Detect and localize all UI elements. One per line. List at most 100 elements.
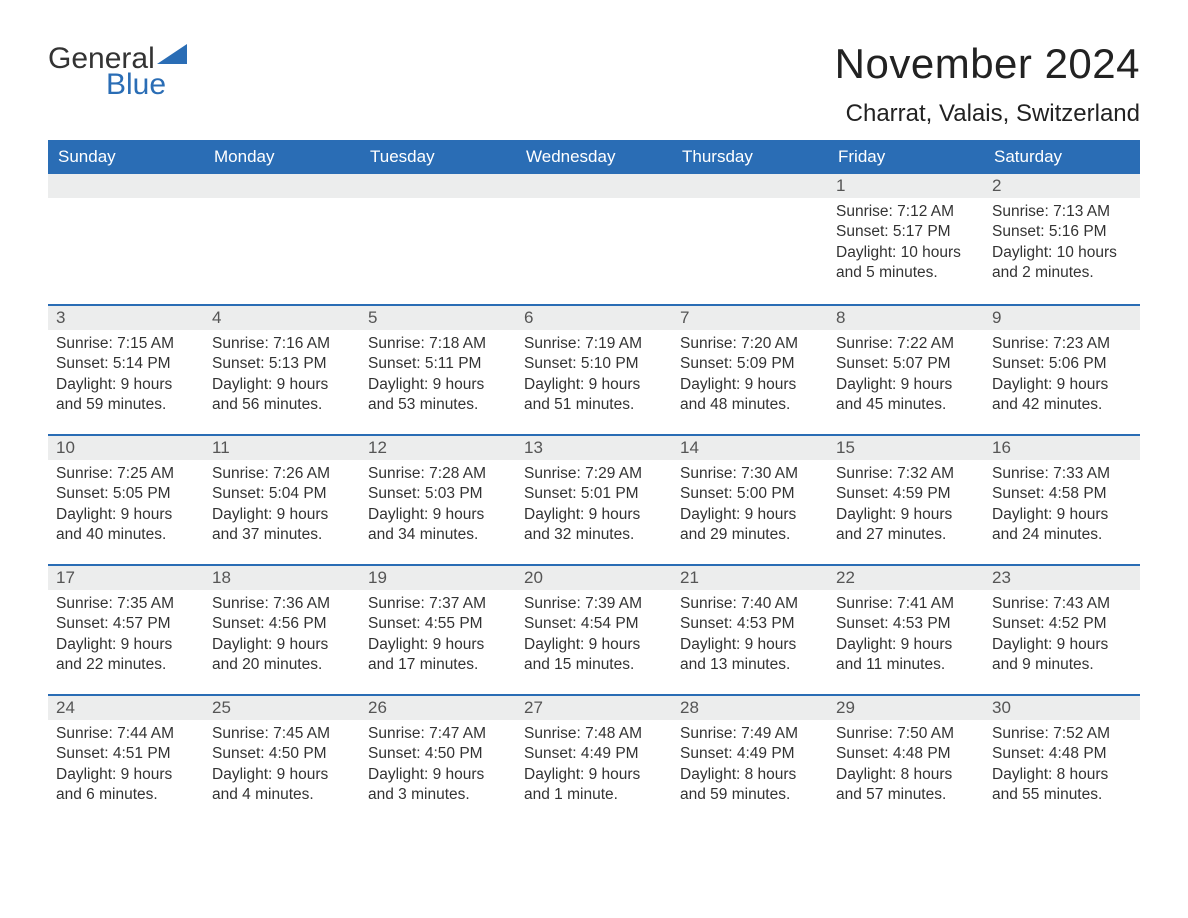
sunset-text: Sunset: 4:48 PM: [992, 744, 1132, 764]
sunrise-text: Sunrise: 7:35 AM: [56, 594, 196, 614]
day-body: Sunrise: 7:41 AMSunset: 4:53 PMDaylight:…: [828, 590, 984, 686]
sunset-text: Sunset: 4:53 PM: [680, 614, 820, 634]
sunset-text: Sunset: 5:10 PM: [524, 354, 664, 374]
day-cell: 26Sunrise: 7:47 AMSunset: 4:50 PMDayligh…: [360, 696, 516, 824]
day-cell: 28Sunrise: 7:49 AMSunset: 4:49 PMDayligh…: [672, 696, 828, 824]
sunset-text: Sunset: 5:17 PM: [836, 222, 976, 242]
day-body: Sunrise: 7:26 AMSunset: 5:04 PMDaylight:…: [204, 460, 360, 556]
daylight-text: Daylight: 9 hours and 34 minutes.: [368, 505, 508, 546]
daylight-text: Daylight: 9 hours and 13 minutes.: [680, 635, 820, 676]
day-number: 10: [48, 436, 204, 460]
empty-day-bar: [516, 174, 672, 198]
daylight-text: Daylight: 9 hours and 27 minutes.: [836, 505, 976, 546]
daylight-text: Daylight: 9 hours and 22 minutes.: [56, 635, 196, 676]
dow-cell: Tuesday: [360, 147, 516, 167]
day-number: 26: [360, 696, 516, 720]
sunrise-text: Sunrise: 7:12 AM: [836, 202, 976, 222]
day-number: 15: [828, 436, 984, 460]
day-cell: 6Sunrise: 7:19 AMSunset: 5:10 PMDaylight…: [516, 306, 672, 434]
day-cell: 22Sunrise: 7:41 AMSunset: 4:53 PMDayligh…: [828, 566, 984, 694]
sunset-text: Sunset: 5:05 PM: [56, 484, 196, 504]
day-number: 5: [360, 306, 516, 330]
day-cell: 3Sunrise: 7:15 AMSunset: 5:14 PMDaylight…: [48, 306, 204, 434]
calendar-document: General Blue November 2024 Charrat, Vala…: [0, 0, 1188, 824]
sunrise-text: Sunrise: 7:44 AM: [56, 724, 196, 744]
sunset-text: Sunset: 4:53 PM: [836, 614, 976, 634]
sunset-text: Sunset: 5:04 PM: [212, 484, 352, 504]
day-cell: 18Sunrise: 7:36 AMSunset: 4:56 PMDayligh…: [204, 566, 360, 694]
sunset-text: Sunset: 5:07 PM: [836, 354, 976, 374]
week-row: 17Sunrise: 7:35 AMSunset: 4:57 PMDayligh…: [48, 564, 1140, 694]
dow-cell: Wednesday: [516, 147, 672, 167]
day-body: Sunrise: 7:33 AMSunset: 4:58 PMDaylight:…: [984, 460, 1140, 556]
day-body: Sunrise: 7:52 AMSunset: 4:48 PMDaylight:…: [984, 720, 1140, 816]
month-title: November 2024: [835, 40, 1140, 88]
sunset-text: Sunset: 5:16 PM: [992, 222, 1132, 242]
sunrise-text: Sunrise: 7:15 AM: [56, 334, 196, 354]
daylight-text: Daylight: 9 hours and 51 minutes.: [524, 375, 664, 416]
day-number: 23: [984, 566, 1140, 590]
sunrise-text: Sunrise: 7:39 AM: [524, 594, 664, 614]
day-number: 18: [204, 566, 360, 590]
sunset-text: Sunset: 4:50 PM: [368, 744, 508, 764]
day-body: Sunrise: 7:28 AMSunset: 5:03 PMDaylight:…: [360, 460, 516, 556]
day-cell: 29Sunrise: 7:50 AMSunset: 4:48 PMDayligh…: [828, 696, 984, 824]
sunset-text: Sunset: 4:57 PM: [56, 614, 196, 634]
daylight-text: Daylight: 9 hours and 40 minutes.: [56, 505, 196, 546]
day-number: 9: [984, 306, 1140, 330]
daylight-text: Daylight: 9 hours and 59 minutes.: [56, 375, 196, 416]
day-number: 7: [672, 306, 828, 330]
sunrise-text: Sunrise: 7:49 AM: [680, 724, 820, 744]
day-body: Sunrise: 7:29 AMSunset: 5:01 PMDaylight:…: [516, 460, 672, 556]
daylight-text: Daylight: 9 hours and 29 minutes.: [680, 505, 820, 546]
day-body: Sunrise: 7:47 AMSunset: 4:50 PMDaylight:…: [360, 720, 516, 816]
sunset-text: Sunset: 4:55 PM: [368, 614, 508, 634]
daylight-text: Daylight: 9 hours and 3 minutes.: [368, 765, 508, 806]
dow-cell: Sunday: [48, 147, 204, 167]
daylight-text: Daylight: 9 hours and 24 minutes.: [992, 505, 1132, 546]
sunrise-text: Sunrise: 7:16 AM: [212, 334, 352, 354]
day-body: Sunrise: 7:30 AMSunset: 5:00 PMDaylight:…: [672, 460, 828, 556]
day-cell: 1Sunrise: 7:12 AMSunset: 5:17 PMDaylight…: [828, 174, 984, 304]
day-cell: 25Sunrise: 7:45 AMSunset: 4:50 PMDayligh…: [204, 696, 360, 824]
dow-cell: Monday: [204, 147, 360, 167]
sunset-text: Sunset: 5:13 PM: [212, 354, 352, 374]
sunrise-text: Sunrise: 7:41 AM: [836, 594, 976, 614]
daylight-text: Daylight: 9 hours and 4 minutes.: [212, 765, 352, 806]
week-row: 3Sunrise: 7:15 AMSunset: 5:14 PMDaylight…: [48, 304, 1140, 434]
day-body: Sunrise: 7:37 AMSunset: 4:55 PMDaylight:…: [360, 590, 516, 686]
sunrise-text: Sunrise: 7:36 AM: [212, 594, 352, 614]
sunset-text: Sunset: 4:50 PM: [212, 744, 352, 764]
day-cell: 23Sunrise: 7:43 AMSunset: 4:52 PMDayligh…: [984, 566, 1140, 694]
day-cell: [516, 174, 672, 304]
day-cell: 15Sunrise: 7:32 AMSunset: 4:59 PMDayligh…: [828, 436, 984, 564]
day-number: 12: [360, 436, 516, 460]
sunrise-text: Sunrise: 7:28 AM: [368, 464, 508, 484]
daylight-text: Daylight: 10 hours and 2 minutes.: [992, 243, 1132, 284]
sunrise-text: Sunrise: 7:25 AM: [56, 464, 196, 484]
day-body: Sunrise: 7:15 AMSunset: 5:14 PMDaylight:…: [48, 330, 204, 426]
sunrise-text: Sunrise: 7:18 AM: [368, 334, 508, 354]
day-body: Sunrise: 7:25 AMSunset: 5:05 PMDaylight:…: [48, 460, 204, 556]
logo: General Blue: [48, 40, 187, 100]
sunrise-text: Sunrise: 7:37 AM: [368, 594, 508, 614]
day-body: Sunrise: 7:36 AMSunset: 4:56 PMDaylight:…: [204, 590, 360, 686]
daylight-text: Daylight: 9 hours and 17 minutes.: [368, 635, 508, 676]
daylight-text: Daylight: 8 hours and 55 minutes.: [992, 765, 1132, 806]
day-cell: 7Sunrise: 7:20 AMSunset: 5:09 PMDaylight…: [672, 306, 828, 434]
empty-day-bar: [48, 174, 204, 198]
sunset-text: Sunset: 5:01 PM: [524, 484, 664, 504]
sunrise-text: Sunrise: 7:43 AM: [992, 594, 1132, 614]
sunset-text: Sunset: 4:52 PM: [992, 614, 1132, 634]
day-number: 6: [516, 306, 672, 330]
day-cell: [48, 174, 204, 304]
day-number: 8: [828, 306, 984, 330]
sunrise-text: Sunrise: 7:29 AM: [524, 464, 664, 484]
day-cell: 17Sunrise: 7:35 AMSunset: 4:57 PMDayligh…: [48, 566, 204, 694]
day-cell: 30Sunrise: 7:52 AMSunset: 4:48 PMDayligh…: [984, 696, 1140, 824]
sunrise-text: Sunrise: 7:48 AM: [524, 724, 664, 744]
day-cell: 2Sunrise: 7:13 AMSunset: 5:16 PMDaylight…: [984, 174, 1140, 304]
sunrise-text: Sunrise: 7:22 AM: [836, 334, 976, 354]
day-body: Sunrise: 7:12 AMSunset: 5:17 PMDaylight:…: [828, 198, 984, 294]
dow-cell: Thursday: [672, 147, 828, 167]
